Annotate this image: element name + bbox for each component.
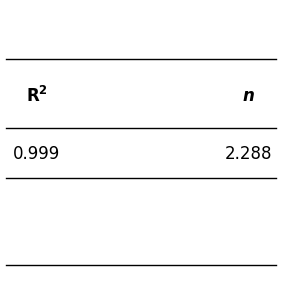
Text: 0.999: 0.999 (13, 145, 60, 163)
Text: $\boldsymbol{n}$: $\boldsymbol{n}$ (242, 87, 255, 105)
Text: 2.288: 2.288 (224, 145, 272, 163)
Text: $\mathbf{R^2}$: $\mathbf{R^2}$ (26, 86, 48, 106)
